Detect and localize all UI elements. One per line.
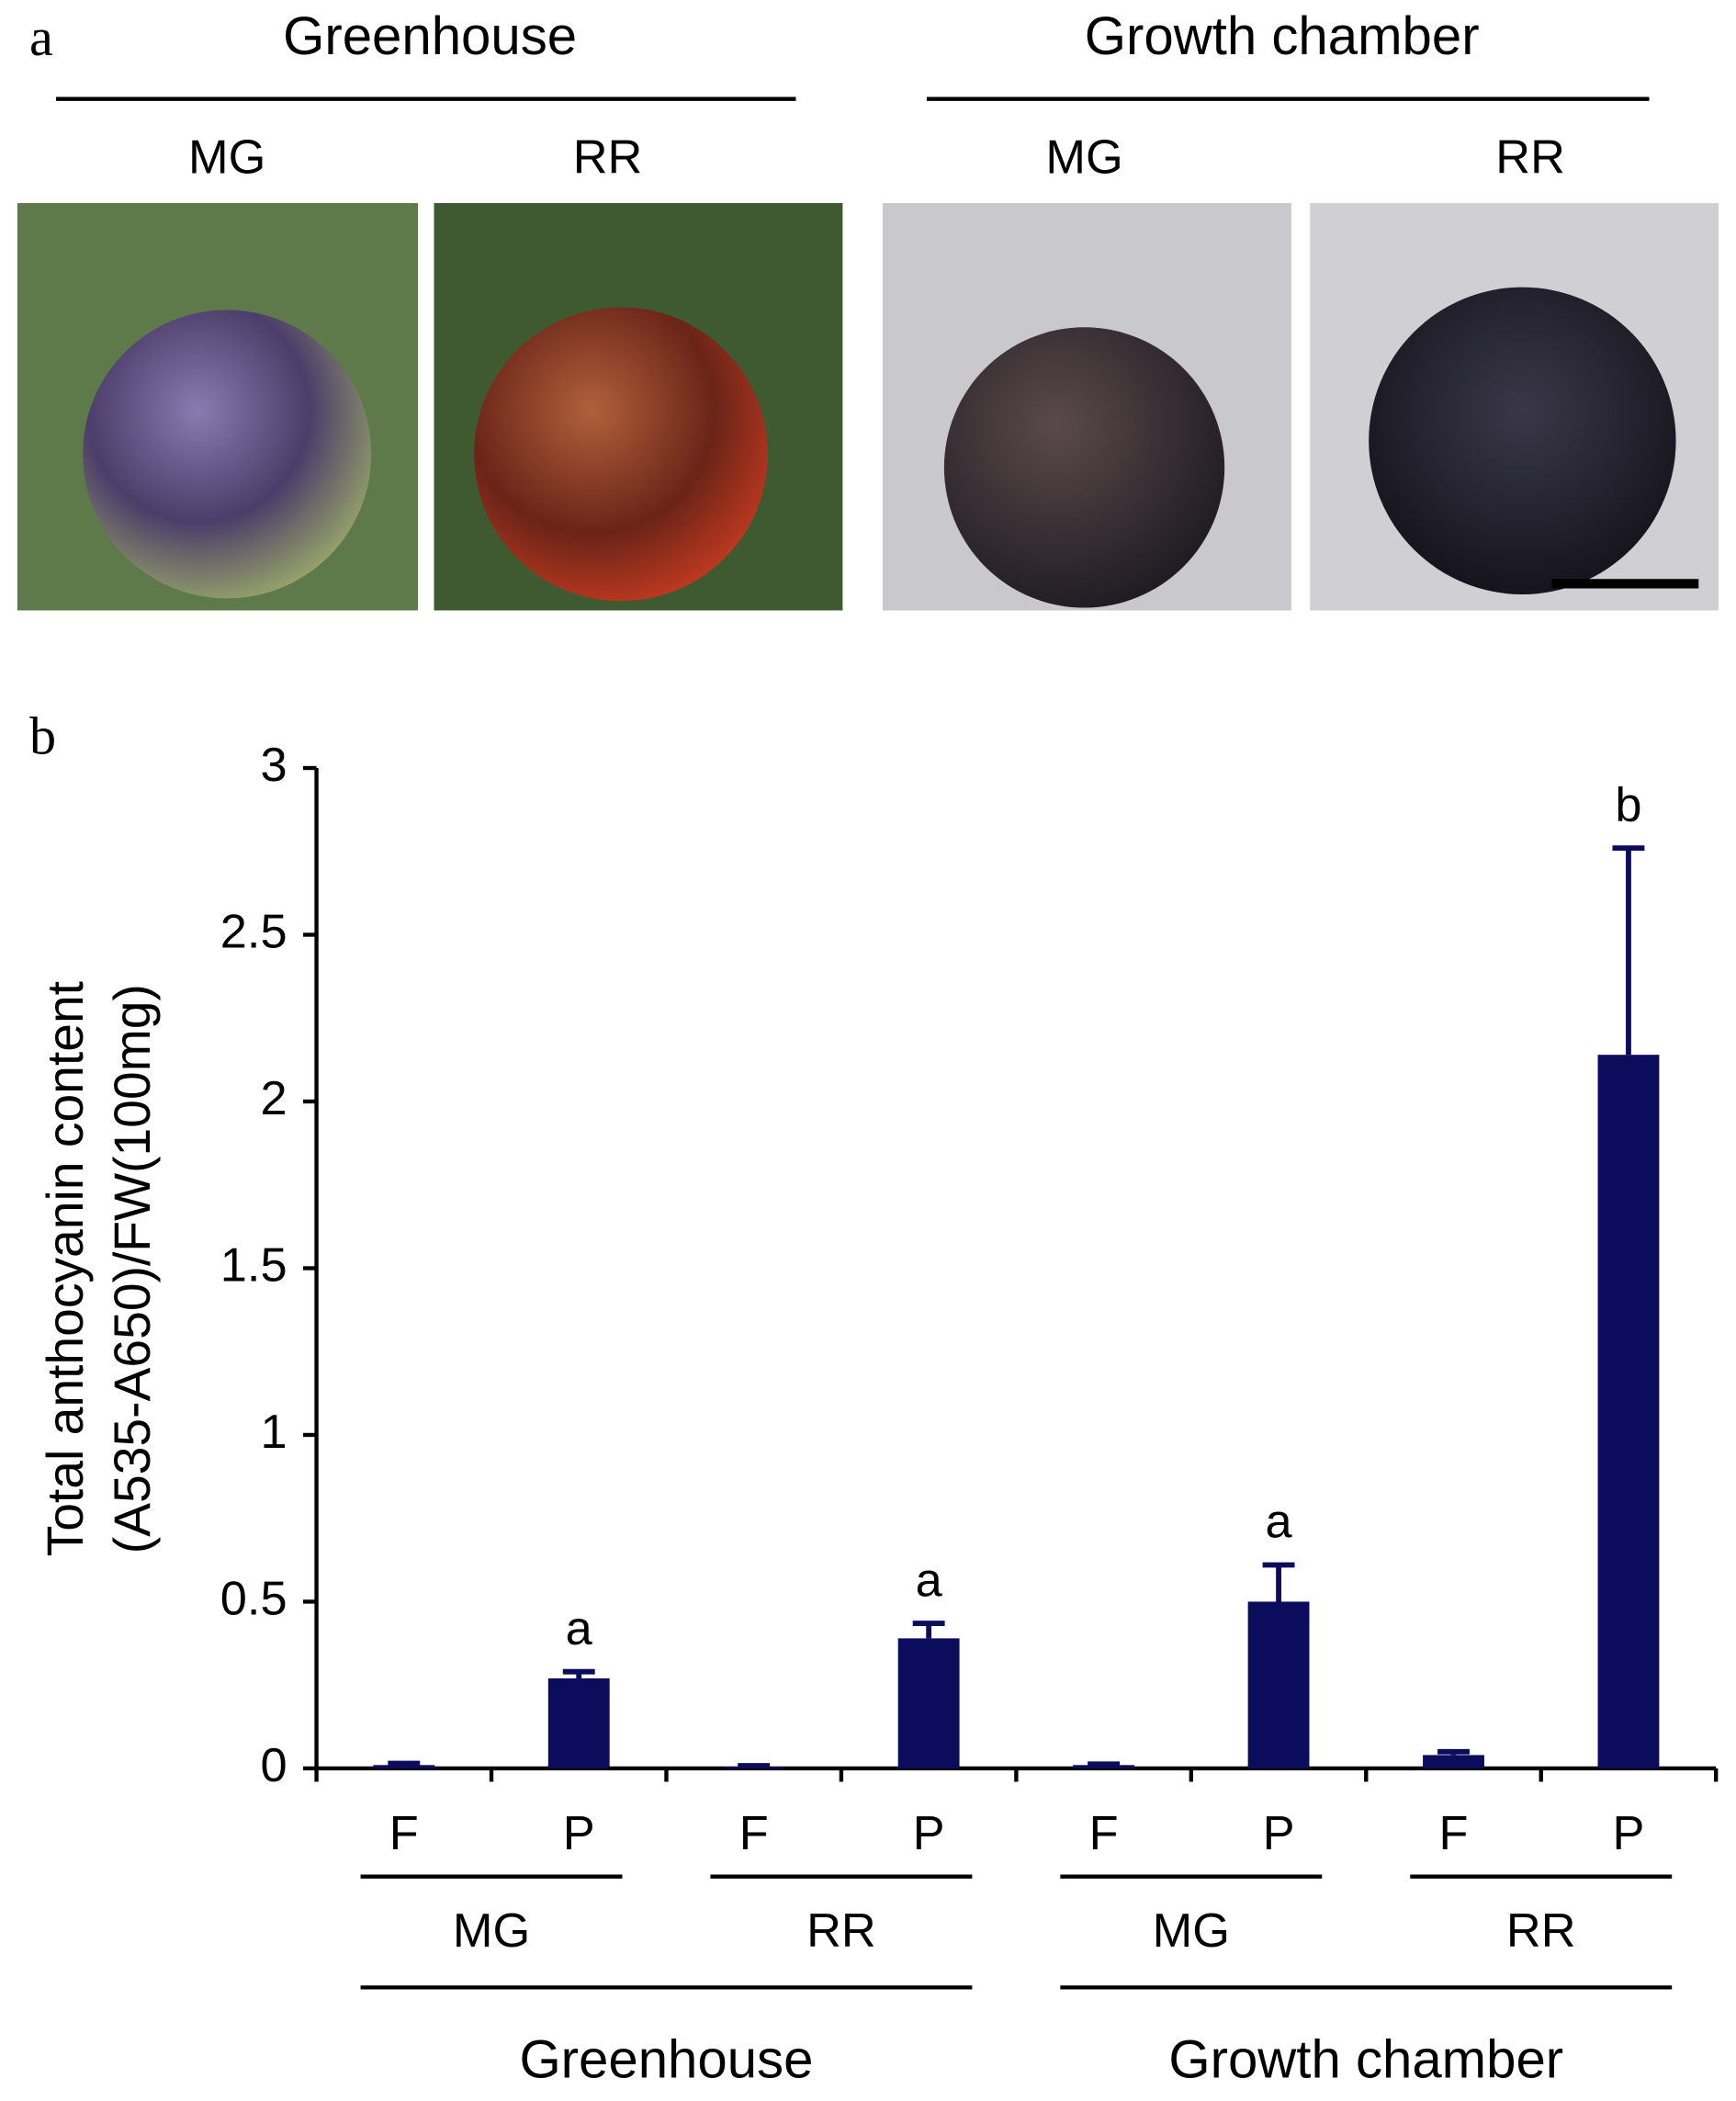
significance-label: a	[1266, 1496, 1293, 1549]
x-tick-label: F	[739, 1807, 769, 1860]
significance-label: a	[916, 1553, 943, 1607]
stage-label: RR	[806, 1904, 876, 1958]
y-tick-label: 2	[260, 1072, 287, 1125]
stage-label: MG	[453, 1904, 530, 1958]
x-tick-label: P	[913, 1807, 945, 1860]
bar	[1247, 1601, 1310, 1768]
stage-label: MG	[1153, 1904, 1230, 1958]
condition-label: Greenhouse	[519, 2030, 813, 2090]
error-bar	[738, 1763, 771, 1768]
y-axis-label: (A535-A650)/FW(100mg)	[104, 984, 161, 1553]
y-axis-label: Total anthocyanin content	[37, 981, 94, 1556]
error-bar	[912, 1621, 945, 1639]
y-tick-label: 0	[260, 1739, 287, 1792]
stage-label: MG	[188, 130, 265, 184]
error-bar	[1262, 1562, 1295, 1602]
stage-label: RR	[1495, 130, 1565, 184]
x-tick-label: P	[1613, 1807, 1645, 1860]
group-title: Growth chamber	[1085, 6, 1480, 66]
condition-label: Growth chamber	[1168, 2030, 1563, 2090]
panel-label: a	[29, 7, 53, 67]
bar	[373, 1765, 435, 1768]
stage-label: MG	[1045, 130, 1122, 184]
bar	[1423, 1755, 1484, 1768]
x-tick-label: F	[1439, 1807, 1469, 1860]
x-tick-label: F	[389, 1807, 419, 1860]
x-tick-label: P	[563, 1807, 595, 1860]
y-tick-label: 1	[260, 1406, 287, 1459]
error-bar	[562, 1668, 595, 1678]
y-tick-label: 2.5	[220, 905, 287, 958]
significance-label: b	[1615, 778, 1641, 831]
y-tick-label: 3	[260, 739, 287, 792]
bar	[897, 1638, 960, 1768]
error-bar	[388, 1760, 421, 1767]
panel-label: b	[29, 706, 56, 765]
error-bar	[1612, 845, 1645, 1056]
significance-label: a	[566, 1602, 593, 1655]
error-bar	[1088, 1761, 1121, 1768]
bar	[1597, 1055, 1660, 1768]
x-tick-label: F	[1089, 1807, 1119, 1860]
photos	[17, 203, 1719, 611]
y-tick-label: 0.5	[220, 1572, 287, 1625]
group-title: Greenhouse	[283, 6, 577, 66]
error-bar	[1437, 1748, 1470, 1756]
stage-label: RR	[1506, 1904, 1576, 1958]
y-tick-label: 1.5	[220, 1238, 287, 1292]
stage-label: RR	[573, 130, 643, 184]
bar	[547, 1677, 610, 1768]
x-tick-label: P	[1263, 1807, 1295, 1860]
